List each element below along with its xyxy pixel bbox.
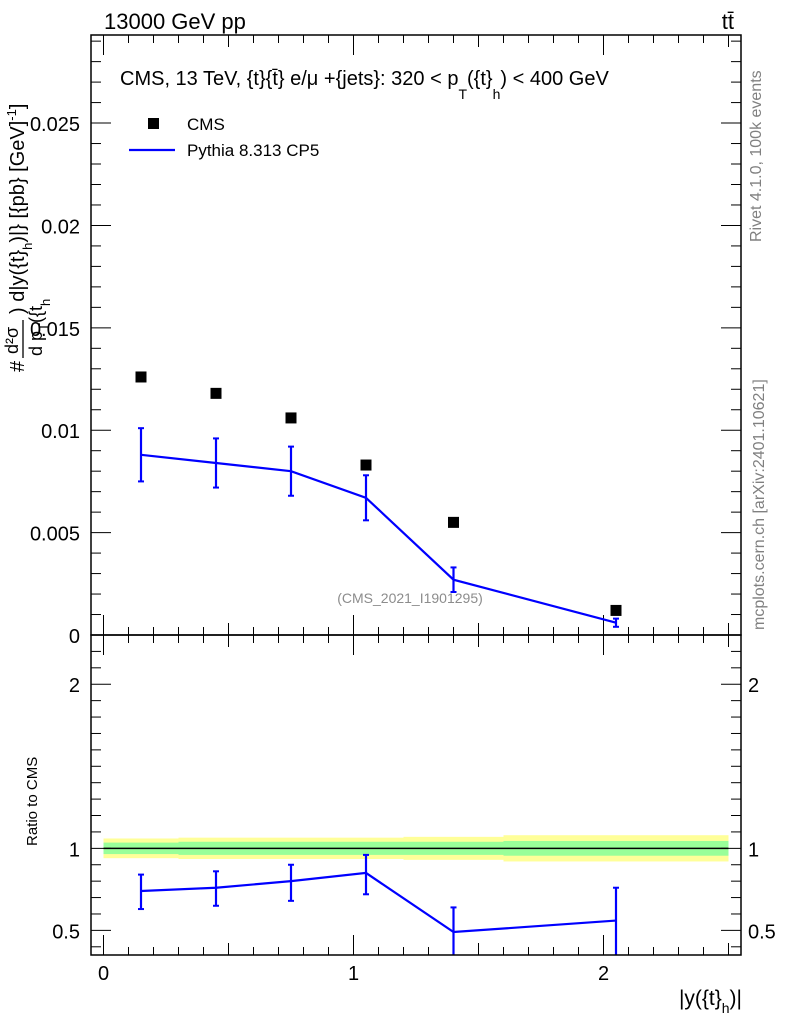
ylabel-rest-main: ) d|y({t} [7,250,29,314]
ratio-xtick-label: 2 [598,963,609,985]
main-ytick-label: 0 [69,626,80,648]
ylabel-sup: -1 [4,109,19,121]
cms-point [135,371,147,383]
main-ytick-label: 0.015 [30,319,80,341]
pythia-line [140,453,617,624]
title-sub-h: h [493,86,501,102]
ylabel-sub-h2: h [20,243,35,250]
ratio-xtick-label: 0 [98,963,109,985]
ylabel-den-d: d p [26,331,46,356]
ylabel-frac-den: d pT({th [26,299,53,356]
main-ytick-label: 0.01 [41,421,80,443]
plot-title: CMS, 13 TeV, {t}{t̄} e/μ +{jets}: 320 < … [120,68,609,102]
ratio-ylabel: Ratio to CMS [24,757,41,846]
ylabel-rest: ) d|y({t}h)|} [{pb} [GeV]-1] [4,104,35,314]
xlabel-main: |y({t} [679,987,722,1010]
ylabel-close: ] [7,104,29,110]
ylabel-paren: ({t [26,306,46,323]
cms-point [360,459,372,471]
ratio-ytick-label-right: 1 [748,839,759,861]
xlabel-close: )| [730,987,742,1010]
legend-cms-label: CMS [187,115,225,134]
ratio-ytick-label: 2 [69,675,80,697]
ratio-axis-ticks: 0.5 0.5 1 1 2 2 0 1 2 [52,635,776,985]
cms-point [448,516,459,528]
ylabel-hash: # [7,360,29,372]
title-prefix: CMS, 13 TeV, {t}{t̄} e/μ +{jets}: 320 < … [120,68,458,90]
rivet-label: Rivet 4.1.0, 100k events [748,70,765,242]
main-ytick-label: 0.005 [30,524,80,546]
ratio-ytick-label: 0.5 [52,921,80,943]
analysis-watermark: (CMS_2021_I1901295) [337,590,483,606]
main-data-marks [135,371,622,628]
ylabel-tail: )|} [{pb} [GeV] [7,121,29,243]
title-sub-T: T [458,86,467,102]
ylabel-frac-num: d²σ [2,327,22,354]
ratio-xtick-label: 1 [348,963,359,985]
ylabel-sub-T: T [36,323,51,331]
energy-label: 13000 GeV pp [104,9,246,34]
cms-point [210,387,222,399]
main-ytick-label: 0.025 [30,114,80,136]
ratio-xlabel: |y({t}h)| [679,987,742,1016]
ylabel-sub-h: h [38,299,53,306]
main-axis-ticks: 0 0.005 0.01 0.015 0.02 0.025 [30,35,741,648]
ratio-ytick-label-right: 0.5 [748,921,776,943]
main-panel: 0 0.005 0.01 0.015 0.02 0.025 (CMS_2021_I1901… [2,34,742,648]
ratio-frame [90,634,742,956]
mcplots-label: mcplots.cern.ch [arXiv:2401.10621] [751,379,768,630]
ratio-data-marks [138,853,619,955]
legend-pythia-label: Pythia 8.313 CP5 [187,141,319,160]
xlabel-sub: h [722,1000,730,1016]
ratio-panel: 0.5 0.5 1 1 2 2 0 1 2 Ratio to CMS |y({t}h)| [24,634,776,1016]
cms-point [285,412,297,424]
main-ytick-label: 0.02 [41,216,80,238]
ratio-ytick-label: 1 [69,839,80,861]
title-suffix: ) < 400 GeV [500,68,609,90]
main-ylabel: # d²σ d pT({th ) d|y({t}h)|} [{pb} [GeV]… [2,104,53,372]
process-label: tt̄ [722,9,734,34]
ratio-uncertainty-bands [103,835,729,862]
title-mid: ({t} [467,68,493,90]
ratio-pythia-line [140,871,617,934]
legend-cms-marker [148,118,159,129]
ratio-ytick-label-right: 2 [748,675,759,697]
cms-point [610,604,622,616]
